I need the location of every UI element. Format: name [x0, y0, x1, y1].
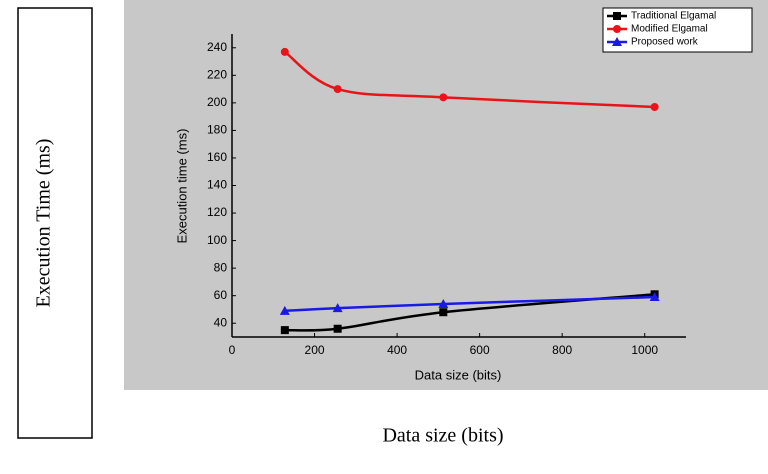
y-tick-label: 60: [214, 288, 228, 302]
legend-label: Proposed work: [631, 37, 699, 48]
legend-box: [602, 7, 753, 53]
data-point: [280, 47, 289, 56]
chart-background: [124, 0, 768, 390]
y-tick-label: 160: [207, 150, 227, 164]
data-point: [438, 298, 449, 308]
legend-label: Traditional Elgamal: [631, 11, 716, 22]
y-caption: Execution Time (ms): [33, 139, 55, 308]
data-point: [649, 292, 660, 302]
y-tick-label: 180: [207, 123, 227, 137]
legend-marker: [613, 12, 621, 20]
y-tick-label: 40: [214, 315, 228, 329]
x-tick-label: 1000: [631, 343, 658, 357]
y-tick-label: 140: [207, 178, 227, 192]
legend-marker: [613, 25, 621, 33]
data-point: [279, 305, 290, 315]
y-tick-label: 120: [207, 205, 227, 219]
data-point: [332, 303, 343, 313]
data-point: [650, 102, 659, 111]
x-axis-label: Data size (bits): [415, 367, 502, 382]
y-tick-label: 100: [207, 233, 227, 247]
legend-marker: [612, 37, 622, 46]
series-line: [284, 295, 655, 313]
legend-label: Modified Elgamal: [631, 24, 708, 35]
data-point: [280, 326, 289, 335]
y-tick-label: 240: [207, 40, 227, 54]
x-tick-label: 800: [552, 343, 572, 357]
data-point: [439, 308, 448, 317]
y-axis-label: Execution time (ms): [174, 129, 189, 244]
series-line: [284, 50, 655, 109]
data-point: [333, 324, 342, 333]
data-point: [333, 85, 342, 94]
y-tick-label: 220: [207, 67, 227, 81]
y-tick-label: 200: [207, 95, 227, 109]
caption-box: [17, 7, 93, 439]
y-tick-label: 80: [214, 260, 228, 274]
x-tick-label: 400: [387, 343, 407, 357]
x-tick-label: 600: [470, 343, 490, 357]
x-tick-label: 0: [229, 343, 236, 357]
x-tick-label: 200: [305, 343, 325, 357]
x-caption: Data size (bits): [382, 425, 503, 447]
data-point: [439, 93, 448, 102]
